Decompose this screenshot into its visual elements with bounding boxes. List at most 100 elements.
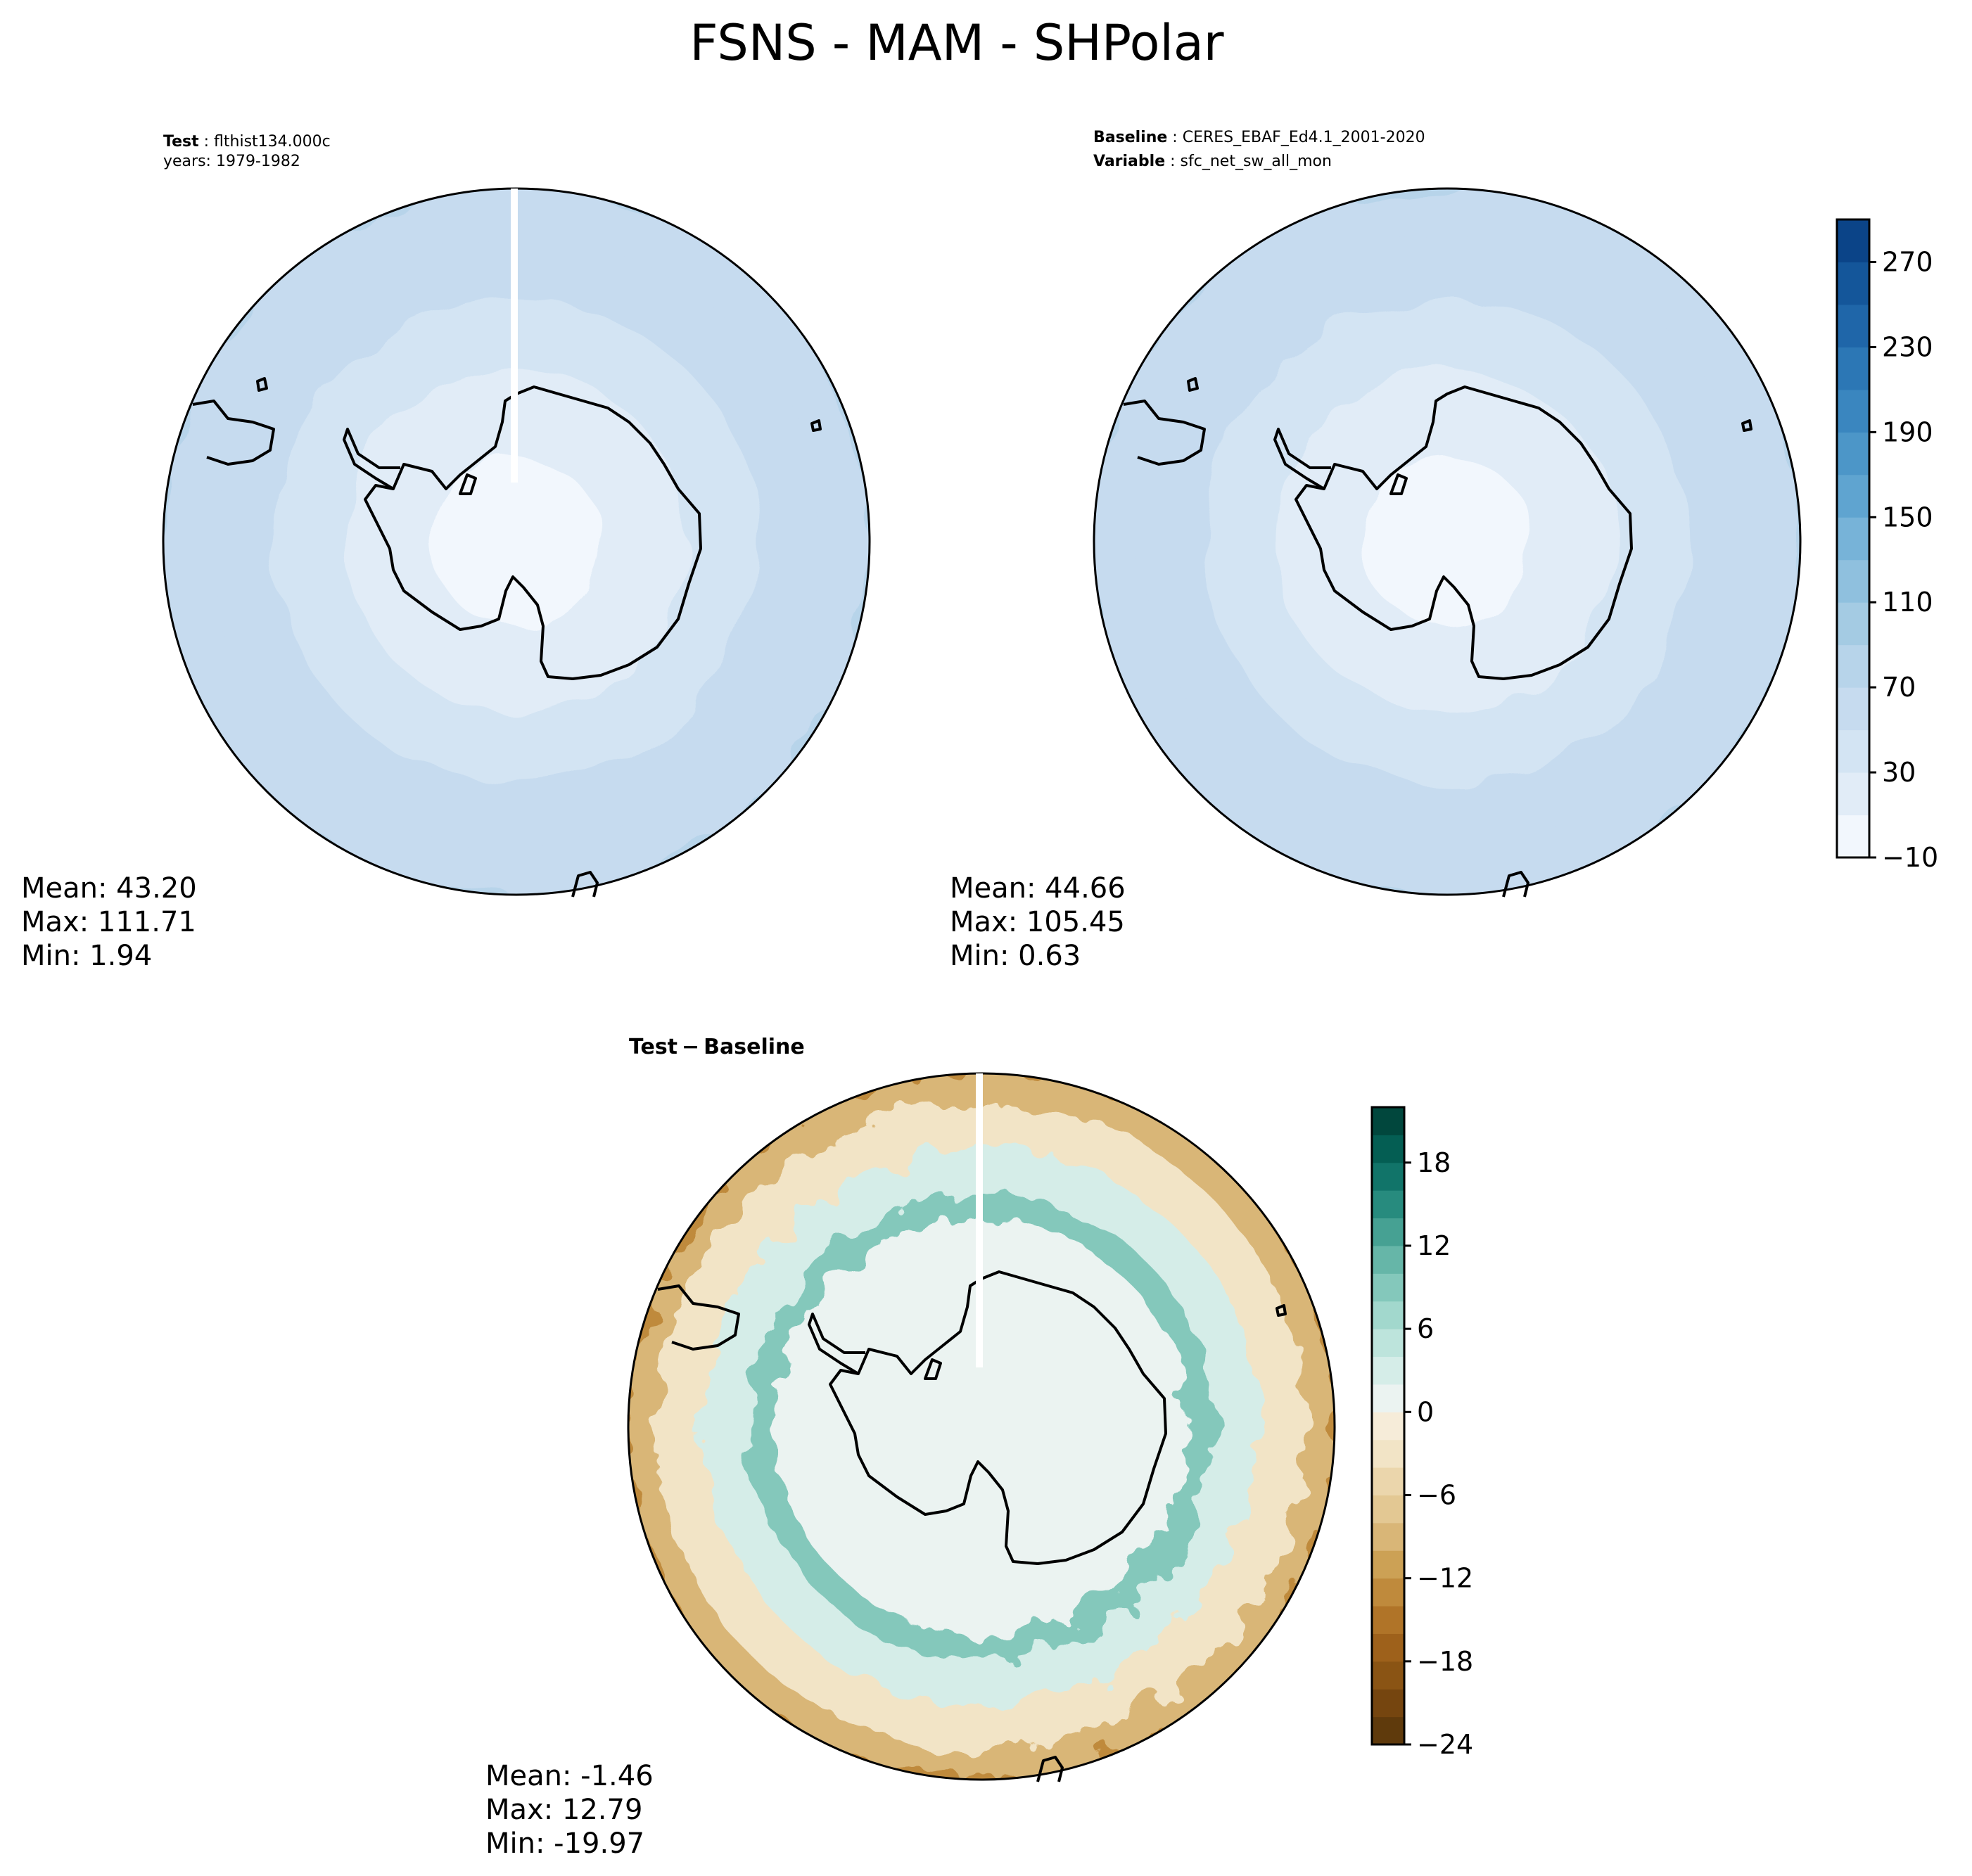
diff-colorbar-segment xyxy=(1372,1661,1404,1690)
baseline-header: Baseline : CERES_EBAF_Ed4.1_2001-2020 xyxy=(1093,129,1425,146)
diff-colorbar-segment xyxy=(1372,1301,1404,1329)
island-outline xyxy=(256,377,268,392)
baseline-colorbar-tick-label: 230 xyxy=(1882,331,1933,362)
diff-colorbar-segment xyxy=(1372,1384,1404,1412)
island-outline xyxy=(810,419,822,432)
diff-colorbar-segment xyxy=(1372,1716,1404,1745)
australia-outline xyxy=(1502,871,1529,898)
test-map xyxy=(163,189,870,895)
diff-colorbar-tick-label: 0 xyxy=(1417,1396,1434,1427)
test-min: Min: 1.94 xyxy=(21,940,152,972)
baseline-panel: Baseline : CERES_EBAF_Ed4.1_2001-2020 Va… xyxy=(950,129,1938,972)
baseline-colorbar-segment xyxy=(1837,262,1869,305)
diff-colorbar-segment xyxy=(1372,1467,1404,1495)
baseline-min: Min: 0.63 xyxy=(950,940,1081,972)
diff-coastline xyxy=(657,1270,1287,1782)
diff-colorbar-segment xyxy=(1372,1606,1404,1634)
baseline-colorbar-tick-label: 110 xyxy=(1882,587,1933,618)
diff-colorbar-tick-label: −24 xyxy=(1417,1729,1473,1760)
south-america-outline xyxy=(1123,400,1206,466)
diff-max: Max: 12.79 xyxy=(485,1794,642,1826)
peninsula-outline xyxy=(1273,428,1331,490)
antarctica-outline xyxy=(364,385,702,680)
diff-colorbar-segment xyxy=(1372,1412,1404,1441)
south-america-outline xyxy=(192,400,275,466)
diff-panel: Test − Baseline Mean: -1.46 Max: 12.79 Min… xyxy=(485,1035,1473,1860)
antarctica-outline xyxy=(829,1270,1167,1565)
diff-colorbar-tick-label: −18 xyxy=(1417,1646,1473,1677)
baseline-colorbar-tick-label: 70 xyxy=(1882,672,1916,703)
diff-colorbar-segment xyxy=(1372,1245,1404,1274)
peninsula-outline xyxy=(808,1313,865,1375)
baseline-colorbar: −10 30 70 110 150 190 230 270 xyxy=(1836,218,1938,873)
test-years: years: 1979-1982 xyxy=(163,153,300,170)
island-outline xyxy=(459,473,477,495)
peninsula-outline xyxy=(343,428,400,490)
baseline-colorbar-tick-label: 30 xyxy=(1882,757,1916,788)
diff-colorbar-tick-label: −12 xyxy=(1417,1563,1473,1594)
diff-colorbar-segment xyxy=(1372,1522,1404,1551)
baseline-colorbar-segment xyxy=(1837,474,1869,518)
baseline-colorbar-segment xyxy=(1837,389,1869,433)
test-header: Test : flthist134.000c xyxy=(163,133,331,151)
test-coastline xyxy=(192,377,822,898)
diff-colorbar-segment xyxy=(1372,1495,1404,1524)
baseline-colorbar-segment xyxy=(1837,347,1869,390)
baseline-variable: Variable : sfc_net_sw_all_mon xyxy=(1093,153,1332,170)
baseline-colorbar-segment xyxy=(1837,772,1869,816)
contour-band xyxy=(431,457,602,627)
south-america-outline xyxy=(657,1284,740,1351)
island-outline xyxy=(1389,473,1408,495)
baseline-colorbar-segment xyxy=(1837,559,1869,603)
diff-missing-data-gap xyxy=(976,1073,983,1367)
diff-colorbar-segment xyxy=(1372,1135,1404,1163)
baseline-colorbar-segment xyxy=(1837,602,1869,646)
test-panel: Test : flthist134.000c years: 1979-1982 … xyxy=(21,133,871,972)
diff-colorbar-segment xyxy=(1372,1107,1404,1135)
island-outline xyxy=(1276,1304,1287,1317)
baseline-colorbar-segment xyxy=(1837,644,1869,688)
test-missing-data-gap xyxy=(511,189,518,483)
baseline-colorbar-segment xyxy=(1837,432,1869,476)
diff-colorbar-segment xyxy=(1372,1578,1404,1607)
baseline-coastline xyxy=(1123,377,1752,898)
baseline-max: Max: 105.45 xyxy=(950,906,1125,938)
diff-colorbar-segment xyxy=(1372,1439,1404,1468)
diff-colorbar-segment xyxy=(1372,1550,1404,1579)
baseline-colorbar-segment xyxy=(1837,815,1869,858)
diff-colorbar-segment xyxy=(1372,1689,1404,1718)
diff-colorbar-segment xyxy=(1372,1273,1404,1302)
baseline-colorbar-tick-label: −10 xyxy=(1882,842,1938,873)
island-outline xyxy=(924,1358,942,1380)
diff-title: Test − Baseline xyxy=(629,1035,805,1059)
antarctica-outline xyxy=(1294,385,1633,680)
test-mean: Mean: 43.20 xyxy=(21,872,197,905)
diff-colorbar-segment xyxy=(1372,1162,1404,1191)
diff-min: Min: -19.97 xyxy=(485,1827,644,1860)
australia-outline xyxy=(571,871,599,898)
diff-colorbar-segment xyxy=(1372,1218,1404,1246)
figure-title: FSNS - MAM - SHPolar xyxy=(689,14,1223,72)
contour-bands xyxy=(628,1073,1335,1780)
baseline-colorbar-segment xyxy=(1837,517,1869,561)
diff-colorbar-segment xyxy=(1372,1329,1404,1358)
baseline-mean: Mean: 44.66 xyxy=(950,872,1126,905)
contour-band xyxy=(1362,457,1532,627)
diff-colorbar-tick-label: 6 xyxy=(1417,1313,1434,1344)
island-outline xyxy=(1741,419,1752,432)
diff-mean: Mean: -1.46 xyxy=(485,1760,654,1792)
australia-outline xyxy=(1036,1756,1064,1782)
baseline-colorbar-segment xyxy=(1837,304,1869,347)
baseline-map xyxy=(1094,189,1800,895)
baseline-colorbar-frame xyxy=(1836,218,1871,859)
baseline-map-boundary xyxy=(1093,187,1802,896)
baseline-colorbar-segment xyxy=(1837,219,1869,262)
diff-colorbar-segment xyxy=(1372,1356,1404,1385)
contour-bands xyxy=(1094,189,1800,895)
diff-colorbar-tick-label: 18 xyxy=(1417,1147,1451,1178)
baseline-colorbar-segment xyxy=(1837,729,1869,773)
diff-colorbar-tick-label: −6 xyxy=(1417,1479,1456,1510)
baseline-colorbar-segment xyxy=(1837,687,1869,731)
diff-colorbar: −24 −18 −12 −6 0 6 12 18 xyxy=(1370,1106,1473,1760)
